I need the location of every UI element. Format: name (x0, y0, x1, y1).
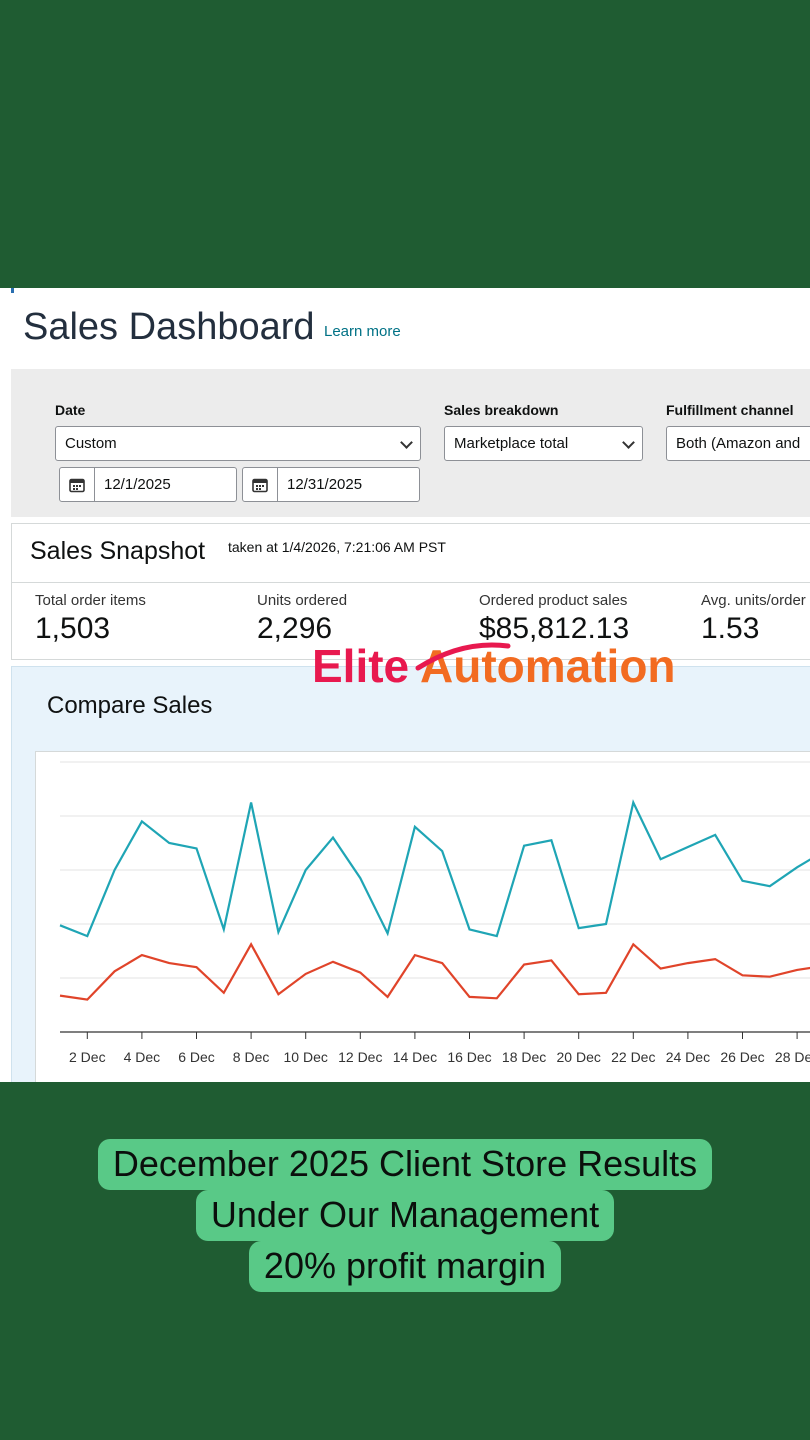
sales-line-chart: 2 Dec 4 Dec 6 Dec 8 Dec 10 Dec 12 Dec 14 Dec 16… (59, 761, 810, 1065)
dashboard-panel: Sales Dashboard Learn more Date Custom 1… (0, 288, 810, 1082)
metric-label: Units ordered (257, 592, 348, 609)
sales-breakdown-value: Marketplace total (454, 435, 569, 452)
fulfillment-channel-value: Both (Amazon and (676, 435, 801, 452)
caption-line-1: December 2025 Client Store Results (0, 1139, 810, 1190)
x-tick-label: 12 Dec (338, 1049, 382, 1065)
x-tick-label: 24 Dec (666, 1049, 710, 1065)
sales-snapshot-card: Sales Snapshot taken at 1/4/2026, 7:21:0… (11, 523, 810, 660)
x-tick-label: 10 Dec (284, 1049, 328, 1065)
chart-frame: 2 Dec 4 Dec 6 Dec 8 Dec 10 Dec 12 Dec 14 Dec 16… (35, 751, 810, 1082)
x-tick-label: 26 Dec (720, 1049, 764, 1065)
calendar-icon[interactable] (60, 468, 95, 501)
chevron-down-icon (400, 436, 413, 449)
metric-label: Total order items (35, 592, 146, 609)
fulfillment-channel-select[interactable]: Both (Amazon and (666, 426, 810, 461)
logo-text-elite: Elite (312, 640, 409, 692)
x-tick-label: 18 Dec (502, 1049, 546, 1065)
end-date-value: 12/31/2025 (287, 476, 363, 493)
date-filter-label: Date (55, 402, 86, 418)
caption-line-2: Under Our Management (0, 1190, 810, 1241)
x-tick-label: 4 Dec (124, 1049, 161, 1065)
snapshot-timestamp: taken at 1/4/2026, 7:21:06 AM PST (228, 539, 446, 555)
x-tick-label: 2 Dec (69, 1049, 106, 1065)
x-tick-label: 28 Dec (775, 1049, 810, 1065)
metric-label: Ordered product sales (479, 592, 628, 609)
filter-bar: Date Custom 12/1/2025 12/31/2025 Sales b… (11, 369, 810, 517)
snapshot-title: Sales Snapshot (30, 537, 206, 565)
end-date-field[interactable]: 12/31/2025 (242, 467, 420, 502)
calendar-icon[interactable] (243, 468, 278, 501)
x-tick-label: 8 Dec (233, 1049, 270, 1065)
metric-value: $85,812.13 (479, 612, 630, 645)
x-tick-label: 14 Dec (393, 1049, 437, 1065)
sales-breakdown-label: Sales breakdown (444, 402, 559, 418)
elite-automation-logo: Elite Automation (312, 640, 676, 692)
series-line-1 (59, 799, 810, 938)
snapshot-header: Sales Snapshot taken at 1/4/2026, 7:21:0… (12, 524, 810, 583)
x-tick-label: 6 Dec (178, 1049, 215, 1065)
fulfillment-channel-label: Fulfillment channel (666, 402, 794, 418)
start-date-value: 12/1/2025 (104, 476, 171, 493)
metric-value: 1,503 (35, 612, 111, 645)
metric-label: Avg. units/order (701, 592, 806, 609)
x-tick-label: 16 Dec (447, 1049, 491, 1065)
compare-sales-title: Compare Sales (47, 692, 213, 719)
metric-value: 2,296 (257, 612, 333, 645)
page-title: Sales Dashboard (23, 306, 315, 348)
sales-breakdown-select[interactable]: Marketplace total (444, 426, 643, 461)
series-line-2 (59, 942, 810, 1001)
date-range-select[interactable]: Custom (55, 426, 421, 461)
panel-edge-marker (11, 288, 14, 293)
chevron-down-icon (622, 436, 635, 449)
date-range-value: Custom (65, 435, 117, 452)
x-tick-label: 22 Dec (611, 1049, 655, 1065)
compare-sales-panel: Compare Sales 2 Dec 4 Dec 6 Dec 8 Dec 10 Dec… (11, 666, 810, 1082)
caption-line-3: 20% profit margin (0, 1241, 810, 1292)
learn-more-link[interactable]: Learn more (324, 323, 401, 340)
start-date-field[interactable]: 12/1/2025 (59, 467, 237, 502)
x-tick-label: 20 Dec (557, 1049, 601, 1065)
metric-value: 1.53 (701, 612, 760, 645)
logo-swoosh (415, 642, 511, 671)
